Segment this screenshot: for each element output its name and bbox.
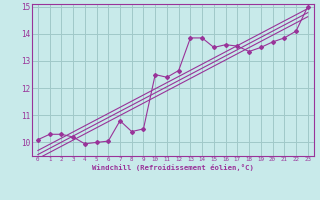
- X-axis label: Windchill (Refroidissement éolien,°C): Windchill (Refroidissement éolien,°C): [92, 164, 254, 171]
